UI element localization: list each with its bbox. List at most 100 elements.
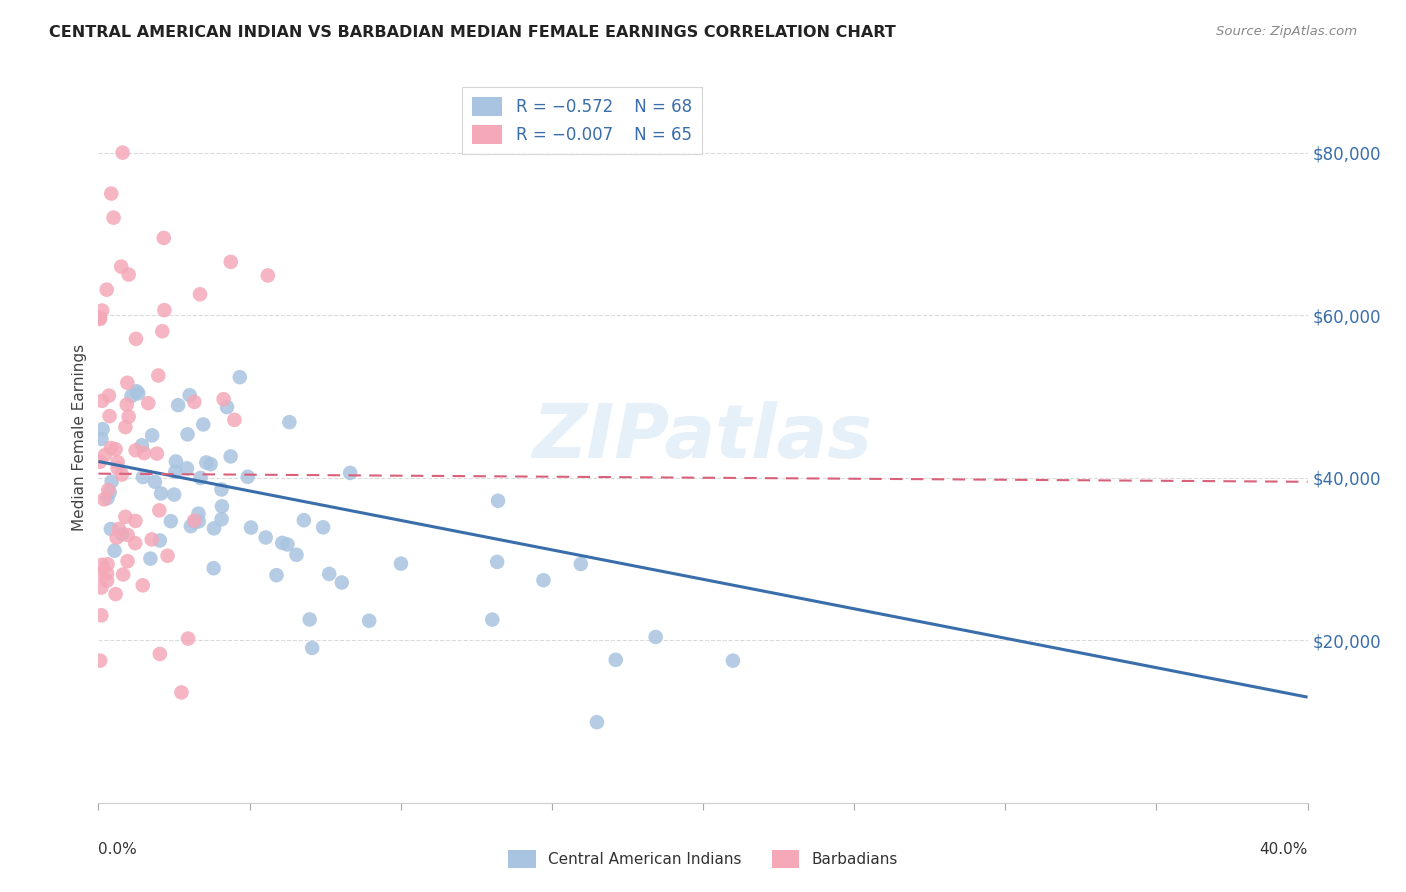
Point <box>190 471 212 485</box>
Point <box>152 231 174 245</box>
Point <box>114 509 136 524</box>
Point <box>136 396 159 410</box>
Point <box>569 557 592 571</box>
Point <box>533 573 555 587</box>
Point <box>193 417 215 432</box>
Point <box>111 467 134 482</box>
Point <box>219 450 242 464</box>
Point <box>90 432 112 446</box>
Point <box>721 654 744 668</box>
Point <box>90 581 112 595</box>
Point <box>298 612 321 626</box>
Point <box>96 491 118 505</box>
Point <box>229 370 252 384</box>
Point <box>107 455 129 469</box>
Text: CENTRAL AMERICAN INDIAN VS BARBADIAN MEDIAN FEMALE EARNINGS CORRELATION CHART: CENTRAL AMERICAN INDIAN VS BARBADIAN MED… <box>49 25 896 40</box>
Point <box>89 310 111 325</box>
Point <box>212 392 235 407</box>
Point <box>211 500 233 514</box>
Point <box>176 427 198 442</box>
Point <box>183 514 205 528</box>
Point <box>111 527 134 541</box>
Point <box>187 515 209 529</box>
Point <box>271 536 294 550</box>
Point <box>486 493 509 508</box>
Point <box>89 566 111 581</box>
Point <box>110 260 132 274</box>
Point <box>96 574 118 588</box>
Point <box>143 475 166 489</box>
Point <box>103 211 125 225</box>
Point <box>236 470 259 484</box>
Point <box>179 388 201 402</box>
Point <box>97 483 120 497</box>
Point <box>103 543 125 558</box>
Point <box>266 568 288 582</box>
Point <box>177 632 200 646</box>
Point <box>100 186 122 201</box>
Legend: Central American Indians, Barbadians: Central American Indians, Barbadians <box>502 844 904 873</box>
Point <box>312 520 335 534</box>
Point <box>107 461 129 475</box>
Point <box>96 558 118 572</box>
Point <box>91 422 114 436</box>
Y-axis label: Median Female Earnings: Median Female Earnings <box>72 343 87 531</box>
Point <box>183 515 205 529</box>
Point <box>586 715 609 730</box>
Point <box>127 386 149 401</box>
Point <box>132 470 155 484</box>
Point <box>176 461 198 475</box>
Point <box>165 454 187 468</box>
Point <box>125 332 148 346</box>
Point <box>188 287 211 301</box>
Point <box>90 608 112 623</box>
Point <box>146 447 169 461</box>
Point <box>180 519 202 533</box>
Point <box>94 448 117 462</box>
Point <box>141 428 163 442</box>
Point <box>150 324 173 338</box>
Point <box>114 420 136 434</box>
Point <box>124 443 146 458</box>
Point <box>124 536 146 550</box>
Point <box>89 654 111 668</box>
Point <box>139 551 162 566</box>
Point <box>132 578 155 592</box>
Point <box>318 566 340 581</box>
Point <box>165 465 187 479</box>
Point <box>202 561 225 575</box>
Point <box>100 522 122 536</box>
Point <box>115 398 138 412</box>
Point <box>187 507 209 521</box>
Point <box>159 514 181 528</box>
Point <box>481 613 503 627</box>
Legend: R = −0.572    N = 68, R = −0.007    N = 65: R = −0.572 N = 68, R = −0.007 N = 65 <box>463 87 702 153</box>
Point <box>98 389 121 403</box>
Point <box>91 303 114 318</box>
Point <box>211 483 233 497</box>
Point <box>256 268 278 283</box>
Point <box>148 503 170 517</box>
Point <box>131 438 153 452</box>
Point <box>486 555 509 569</box>
Text: ZIPatlas: ZIPatlas <box>533 401 873 474</box>
Point <box>105 531 128 545</box>
Point <box>167 398 190 412</box>
Point <box>118 409 141 424</box>
Point <box>141 533 163 547</box>
Point <box>108 522 131 536</box>
Point <box>211 512 233 526</box>
Point <box>100 475 122 489</box>
Point <box>100 441 122 455</box>
Point <box>195 456 218 470</box>
Point <box>605 653 627 667</box>
Point <box>359 614 381 628</box>
Point <box>112 567 135 582</box>
Point <box>149 533 172 548</box>
Point <box>276 537 298 551</box>
Point <box>170 685 193 699</box>
Point <box>215 400 238 414</box>
Point <box>156 549 179 563</box>
Point <box>150 486 173 500</box>
Point <box>125 384 148 399</box>
